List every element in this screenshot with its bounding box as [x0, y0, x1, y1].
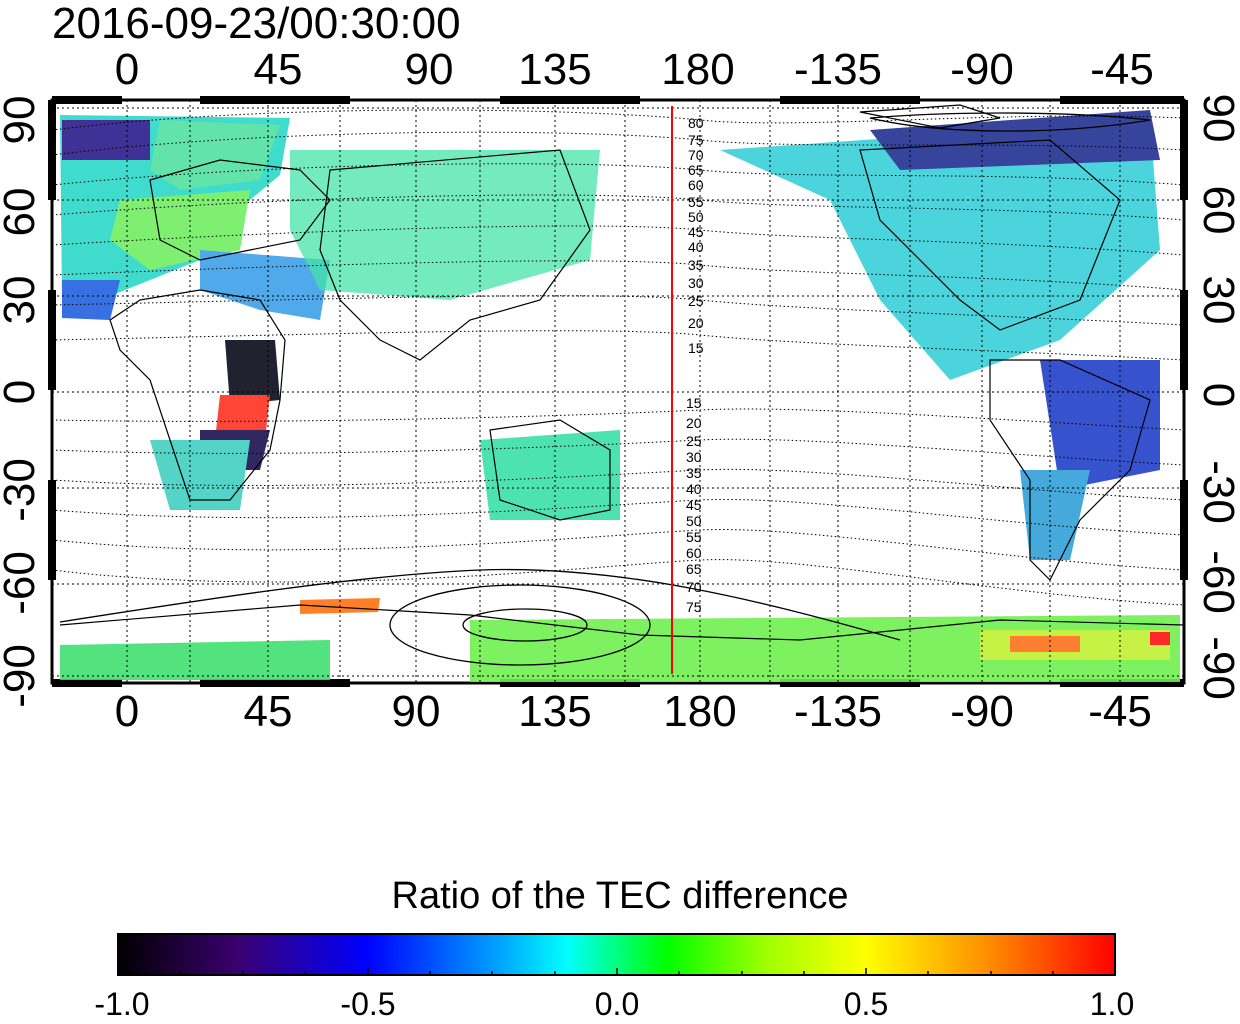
contour-label: 30 — [688, 275, 704, 291]
bottom-border-bars — [52, 679, 1184, 687]
contour-label: 50 — [688, 209, 704, 225]
greenland-outline — [859, 104, 1001, 129]
tec-data-patches — [60, 110, 1180, 682]
colorbar-title: Ratio of the TEC difference — [391, 875, 849, 917]
polar-contours — [59, 112, 1151, 666]
contour-labels-south: 15 20 25 30 35 40 45 50 55 60 65 70 75 — [686, 395, 702, 615]
contour-label: 50 — [686, 513, 702, 529]
top-lon-label: -45 — [1090, 45, 1154, 94]
colorbar-tick-label: 1.0 — [1089, 986, 1135, 1022]
australia-outline — [489, 419, 611, 521]
contour-label: 25 — [686, 433, 702, 449]
contour-label: 65 — [686, 561, 702, 577]
antarctica-outline — [59, 604, 1184, 641]
bottom-lon-label: 45 — [243, 687, 293, 736]
contour-label: 25 — [688, 293, 704, 309]
contour-label: 70 — [688, 147, 704, 163]
coastlines — [59, 104, 1184, 641]
bottom-lon-label: -45 — [1088, 687, 1152, 736]
right-border-bars — [1180, 100, 1188, 580]
europe-outline — [149, 159, 331, 261]
north-america-outline — [859, 139, 1121, 331]
colorbar-tick-label: 0.5 — [843, 986, 889, 1022]
contour-label: 45 — [688, 224, 704, 240]
contour-label: 75 — [688, 132, 704, 148]
contour-label: 15 — [688, 340, 704, 356]
top-lon-label: -90 — [950, 45, 1014, 94]
bottom-lon-label: 90 — [391, 687, 441, 736]
africa-outline — [109, 289, 286, 501]
contour-label: 75 — [686, 599, 702, 615]
bottom-lon-label: 180 — [663, 687, 737, 736]
south-america-outline — [989, 359, 1151, 582]
contour-label: 55 — [688, 194, 704, 210]
contour-label: 45 — [686, 497, 702, 513]
colorbar-tick-label: -1.0 — [94, 986, 150, 1022]
contour-labels-north: 80 75 70 65 60 55 50 45 40 35 30 25 20 1… — [688, 115, 704, 356]
bottom-lon-label: -135 — [793, 687, 883, 736]
contour-label: 35 — [688, 257, 704, 273]
contour-label: 60 — [686, 545, 702, 561]
colorbar-tick-label: -0.5 — [340, 986, 396, 1022]
top-lon-label: -135 — [793, 45, 883, 94]
colorbar-tick-label: 0.0 — [594, 986, 640, 1022]
top-lon-label: 135 — [518, 45, 592, 94]
top-lon-label: 180 — [661, 45, 735, 94]
contour-label: 35 — [686, 465, 702, 481]
colorbar-ticks — [117, 968, 1116, 975]
contour-label: 70 — [686, 579, 702, 595]
bottom-lon-label: 0 — [114, 687, 140, 736]
contour-label: 20 — [688, 315, 704, 331]
contour-label: 80 — [688, 115, 704, 131]
top-border-bars — [52, 96, 1184, 104]
magnetic-contours — [52, 109, 1184, 606]
contour-label: 20 — [686, 415, 702, 431]
bottom-lon-label: -90 — [950, 687, 1014, 736]
contour-label: 40 — [688, 239, 704, 255]
contour-label: 55 — [686, 529, 702, 545]
top-lon-label: 0 — [114, 45, 140, 94]
contour-label: 40 — [686, 481, 702, 497]
contour-label: 65 — [688, 162, 704, 178]
contour-label: 60 — [688, 177, 704, 193]
asia-outline — [319, 149, 591, 361]
map-timestamp-title: 2016-09-23/00:30:00 — [52, 0, 461, 48]
contour-label: 15 — [686, 395, 702, 411]
contour-label: 30 — [686, 449, 702, 465]
top-lon-label: 45 — [253, 45, 303, 94]
bottom-lon-label: 135 — [518, 687, 592, 736]
top-lon-label: 90 — [404, 45, 454, 94]
